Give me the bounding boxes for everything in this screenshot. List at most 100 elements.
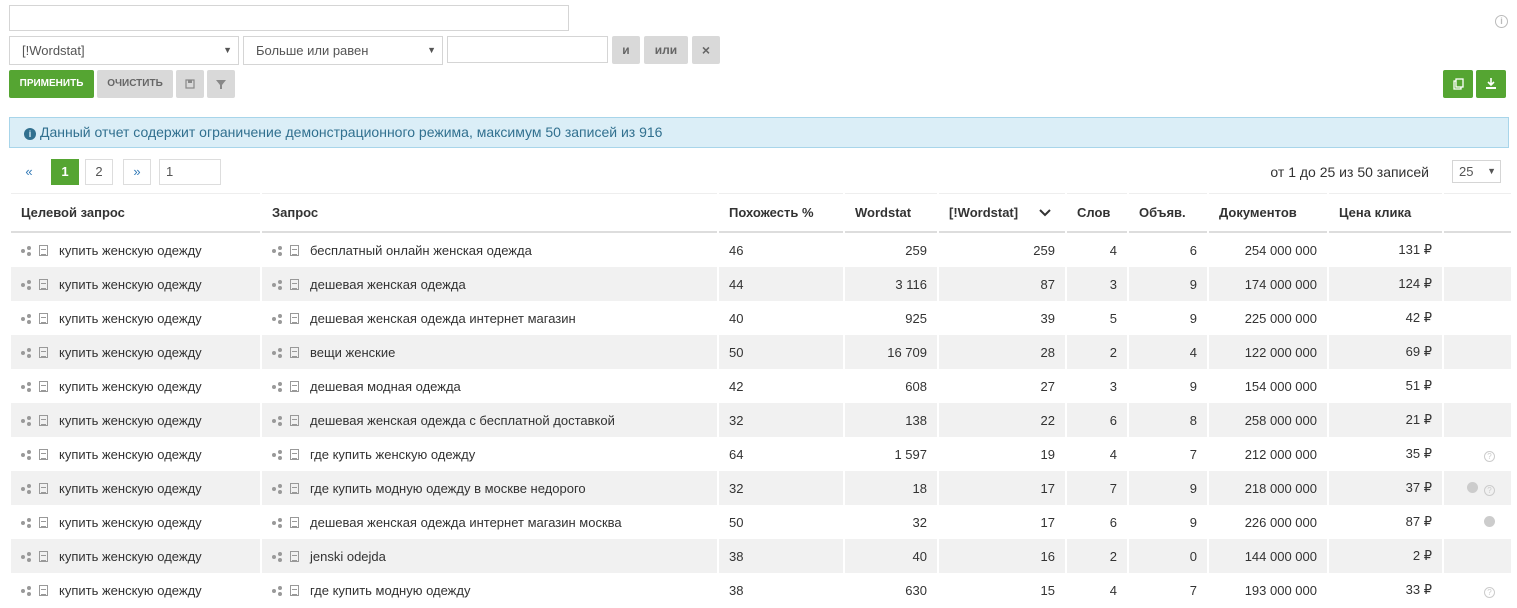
target-query-text[interactable]: купить женскую одежду bbox=[59, 412, 202, 428]
share-icon[interactable] bbox=[272, 449, 282, 460]
col-header-exact-wordstat[interactable]: [!Wordstat] bbox=[939, 193, 1065, 233]
document-icon[interactable] bbox=[290, 312, 299, 324]
share-icon[interactable] bbox=[272, 415, 282, 426]
question-icon[interactable]: ? bbox=[1484, 484, 1495, 496]
col-header-words[interactable]: Слов bbox=[1067, 193, 1127, 233]
document-icon[interactable] bbox=[39, 380, 48, 392]
or-button[interactable]: или bbox=[644, 36, 688, 64]
share-icon[interactable] bbox=[272, 245, 282, 256]
share-icon[interactable] bbox=[272, 483, 282, 494]
remove-condition-button[interactable]: × bbox=[692, 36, 720, 64]
col-header-documents[interactable]: Документов bbox=[1209, 193, 1327, 233]
share-icon[interactable] bbox=[21, 347, 31, 358]
target-query-text[interactable]: купить женскую одежду bbox=[59, 242, 202, 258]
document-icon[interactable] bbox=[39, 414, 48, 426]
col-header-similarity[interactable]: Похожесть % bbox=[719, 193, 843, 233]
target-query-text[interactable]: купить женскую одежду bbox=[59, 310, 202, 326]
document-icon[interactable] bbox=[290, 244, 299, 256]
query-text[interactable]: где купить женскую одежду bbox=[310, 446, 476, 462]
share-icon[interactable] bbox=[21, 245, 31, 256]
target-query-text[interactable]: купить женскую одежду bbox=[59, 480, 202, 496]
pager-next[interactable]: » bbox=[123, 159, 151, 185]
target-query-text[interactable]: купить женскую одежду bbox=[59, 548, 202, 564]
save-filter-button[interactable] bbox=[176, 70, 204, 98]
col-header-ads[interactable]: Объяв. bbox=[1129, 193, 1207, 233]
query-text[interactable]: где купить модную одежду в москве недоро… bbox=[310, 480, 586, 496]
operator-select[interactable]: Больше или равен ▼ bbox=[243, 36, 443, 65]
target-query-text[interactable]: купить женскую одежду bbox=[59, 446, 202, 462]
share-icon[interactable] bbox=[21, 313, 31, 324]
query-text[interactable]: вещи женские bbox=[310, 344, 396, 360]
document-icon[interactable] bbox=[290, 448, 299, 460]
question-icon[interactable]: ? bbox=[1484, 586, 1495, 598]
document-icon[interactable] bbox=[39, 550, 48, 562]
field-select[interactable]: [!Wordstat] ▼ bbox=[9, 36, 239, 65]
target-query-text[interactable]: купить женскую одежду bbox=[59, 582, 202, 598]
document-icon[interactable] bbox=[290, 278, 299, 290]
col-header-query[interactable]: Запрос bbox=[262, 193, 717, 233]
share-icon[interactable] bbox=[21, 551, 31, 562]
share-icon[interactable] bbox=[272, 517, 282, 528]
document-icon[interactable] bbox=[290, 346, 299, 358]
query-text[interactable]: дешевая женская одежда с бесплатной дост… bbox=[310, 412, 615, 428]
share-icon[interactable] bbox=[21, 517, 31, 528]
share-icon[interactable] bbox=[272, 347, 282, 358]
share-icon[interactable] bbox=[21, 449, 31, 460]
copy-button[interactable] bbox=[1443, 70, 1473, 98]
globe-icon[interactable] bbox=[1467, 481, 1478, 493]
page-size-select[interactable]: 25 ▼ bbox=[1452, 160, 1501, 183]
share-icon[interactable] bbox=[272, 585, 282, 596]
target-query-text[interactable]: купить женскую одежду bbox=[59, 378, 202, 394]
document-icon[interactable] bbox=[290, 516, 299, 528]
pager-page-2[interactable]: 2 bbox=[85, 159, 113, 185]
apply-button[interactable]: ПРИМЕНИТЬ bbox=[9, 70, 94, 98]
document-icon[interactable] bbox=[39, 448, 48, 460]
filter-button[interactable] bbox=[207, 70, 235, 98]
question-icon[interactable]: ? bbox=[1484, 450, 1495, 462]
pager-prev[interactable]: « bbox=[15, 159, 43, 185]
query-text[interactable]: дешевая модная одежда bbox=[310, 378, 461, 394]
document-icon[interactable] bbox=[39, 584, 48, 596]
share-icon[interactable] bbox=[272, 279, 282, 290]
document-icon[interactable] bbox=[290, 414, 299, 426]
document-icon[interactable] bbox=[290, 380, 299, 392]
pager-goto-input[interactable]: 1 bbox=[159, 159, 221, 185]
pager-page-1[interactable]: 1 bbox=[51, 159, 79, 185]
document-icon[interactable] bbox=[39, 244, 48, 256]
query-text[interactable]: бесплатный онлайн женская одежда bbox=[310, 242, 532, 258]
document-icon[interactable] bbox=[290, 584, 299, 596]
info-icon[interactable]: i bbox=[1495, 15, 1508, 28]
col-header-cpc[interactable]: Цена клика bbox=[1329, 193, 1442, 233]
target-query-text[interactable]: купить женскую одежду bbox=[59, 276, 202, 292]
share-icon[interactable] bbox=[21, 483, 31, 494]
document-icon[interactable] bbox=[39, 278, 48, 290]
document-icon[interactable] bbox=[39, 312, 48, 324]
document-icon[interactable] bbox=[290, 482, 299, 494]
share-icon[interactable] bbox=[21, 415, 31, 426]
clear-button[interactable]: ОЧИСТИТЬ bbox=[97, 70, 173, 98]
filter-text-input[interactable] bbox=[9, 5, 569, 31]
share-icon[interactable] bbox=[21, 585, 31, 596]
query-text[interactable]: дешевая женская одежда интернет магазин … bbox=[310, 514, 622, 530]
col-header-target[interactable]: Целевой запрос bbox=[11, 193, 260, 233]
query-text[interactable]: дешевая женская одежда bbox=[310, 276, 466, 292]
globe-icon[interactable] bbox=[1484, 515, 1495, 527]
query-text[interactable]: jenski odejda bbox=[310, 548, 386, 564]
target-query-text[interactable]: купить женскую одежду bbox=[59, 514, 202, 530]
share-icon[interactable] bbox=[21, 279, 31, 290]
document-icon[interactable] bbox=[290, 550, 299, 562]
query-text[interactable]: где купить модную одежду bbox=[310, 582, 471, 598]
document-icon[interactable] bbox=[39, 346, 48, 358]
share-icon[interactable] bbox=[272, 551, 282, 562]
document-icon[interactable] bbox=[39, 516, 48, 528]
download-button[interactable] bbox=[1476, 70, 1506, 98]
share-icon[interactable] bbox=[21, 381, 31, 392]
filter-value-input[interactable] bbox=[447, 36, 608, 63]
target-query-text[interactable]: купить женскую одежду bbox=[59, 344, 202, 360]
share-icon[interactable] bbox=[272, 381, 282, 392]
document-icon[interactable] bbox=[39, 482, 48, 494]
and-button[interactable]: и bbox=[612, 36, 640, 64]
col-header-wordstat[interactable]: Wordstat bbox=[845, 193, 937, 233]
share-icon[interactable] bbox=[272, 313, 282, 324]
query-text[interactable]: дешевая женская одежда интернет магазин bbox=[310, 310, 576, 326]
